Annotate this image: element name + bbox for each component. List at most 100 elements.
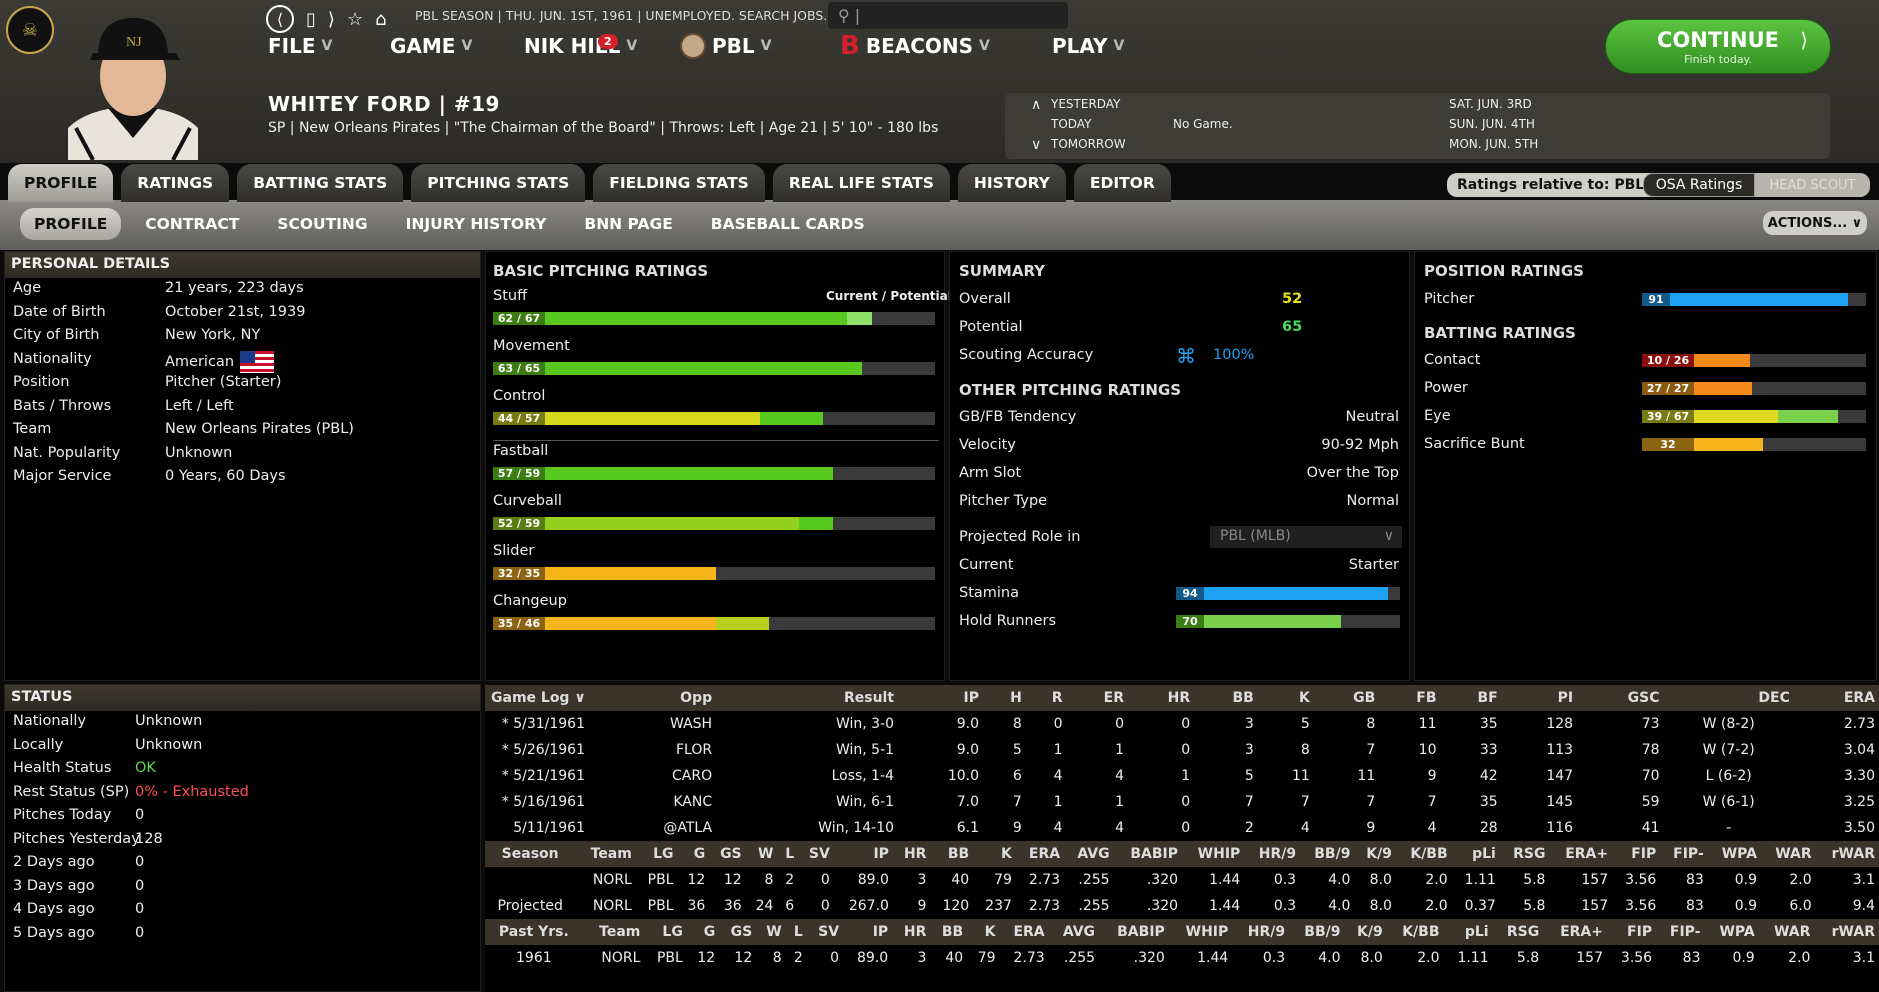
column-header[interactable]: GB: [1313, 685, 1380, 711]
column-header[interactable]: H: [983, 685, 1026, 711]
schedule-today[interactable]: TODAY: [1051, 117, 1092, 131]
column-header[interactable]: ERA+: [1549, 841, 1613, 867]
column-header[interactable]: IP: [843, 919, 893, 945]
column-header[interactable]: L: [785, 919, 807, 945]
table-row[interactable]: 5/11/1961 @ATLA Win, 14-10 6.1 9 4 4 0 2 4 9 4 28 116…: [485, 815, 1879, 841]
column-header[interactable]: WAR: [1760, 841, 1816, 867]
column-header[interactable]: BB/9: [1300, 841, 1355, 867]
table-row[interactable]: * 5/26/1961 FLOR Win, 5-1 9.0 5 1 1 0 3 8 7 10 33 113…: [485, 737, 1879, 763]
column-header[interactable]: WAR: [1758, 919, 1815, 945]
column-header[interactable]: SV: [798, 841, 834, 867]
column-header[interactable]: BABIP: [1099, 919, 1169, 945]
column-header[interactable]: AVG: [1064, 841, 1114, 867]
star-icon[interactable]: ☆: [346, 8, 364, 30]
home-icon[interactable]: ⌂: [375, 8, 387, 30]
column-header[interactable]: LG: [644, 919, 687, 945]
column-header[interactable]: GSC: [1577, 685, 1664, 711]
column-header[interactable]: RSG: [1499, 841, 1550, 867]
column-header[interactable]: FB: [1379, 685, 1441, 711]
column-header[interactable]: BABIP: [1113, 841, 1183, 867]
column-header[interactable]: IP: [898, 685, 984, 711]
column-header[interactable]: WHIP: [1182, 841, 1245, 867]
osa-ratings-button[interactable]: OSA Ratings: [1643, 173, 1755, 197]
column-header[interactable]: K/9: [1344, 919, 1387, 945]
forward-icon[interactable]: ⟩: [327, 8, 335, 30]
column-header[interactable]: HR/9: [1232, 919, 1290, 945]
subtab-profile[interactable]: PROFILE: [20, 208, 122, 240]
column-header[interactable]: HR: [892, 919, 931, 945]
tab-fielding-stats[interactable]: FIELDING STATS: [593, 164, 765, 202]
column-header[interactable]: BB/9: [1289, 919, 1345, 945]
chevron-down-icon[interactable]: ∨: [1031, 137, 1042, 153]
column-header[interactable]: G: [677, 841, 710, 867]
menu-manager[interactable]: NIK HILL V: [524, 34, 638, 58]
column-header[interactable]: G: [686, 919, 720, 945]
column-header[interactable]: FIP-: [1660, 841, 1708, 867]
tab-profile[interactable]: PROFILE: [8, 164, 114, 202]
column-header[interactable]: K/BB: [1395, 841, 1452, 867]
column-header[interactable]: SV: [806, 919, 844, 945]
column-header[interactable]: R: [1025, 685, 1067, 711]
column-header[interactable]: Past Yrs.: [485, 919, 583, 945]
column-header[interactable]: W: [756, 919, 786, 945]
schedule-yesterday[interactable]: YESTERDAY: [1051, 97, 1121, 111]
column-header[interactable]: BB: [1194, 685, 1258, 711]
head-scout-button[interactable]: HEAD SCOUT: [1755, 173, 1870, 197]
column-header[interactable]: DEC: [1663, 685, 1794, 711]
tab-real-life-stats[interactable]: REAL LIFE STATS: [772, 164, 950, 202]
column-header[interactable]: WPA: [1707, 841, 1761, 867]
table-row[interactable]: * 5/16/1961 KANC Win, 6-1 7.0 7 1 1 0 7 7 7 7 35 145 5…: [485, 789, 1879, 815]
column-header[interactable]: WPA: [1704, 919, 1759, 945]
menu-game[interactable]: GAME V: [390, 34, 473, 58]
projected-role-select[interactable]: PBL (MLB) ∨: [1210, 526, 1402, 548]
search-input[interactable]: ⚲ |: [828, 2, 1068, 29]
continue-button[interactable]: CONTINUE Finish today. ⟩: [1605, 19, 1831, 74]
column-header[interactable]: Team: [575, 841, 636, 867]
ratings-relative-select[interactable]: Ratings relative to: PBL ∨: [1447, 173, 1671, 197]
tab-pitching-stats[interactable]: PITCHING STATS: [411, 164, 586, 202]
column-header[interactable]: GS: [719, 919, 757, 945]
column-header[interactable]: K: [973, 841, 1016, 867]
column-header[interactable]: pLi: [1443, 919, 1493, 945]
column-header[interactable]: ERA: [1793, 685, 1879, 711]
column-header[interactable]: FIP: [1607, 919, 1657, 945]
table-row[interactable]: * 5/21/1961 CARO Loss, 1-4 10.0 6 4 4 1 5 11 11 9 42…: [485, 763, 1879, 789]
column-header[interactable]: WHIP: [1168, 919, 1233, 945]
column-header[interactable]: HR: [1128, 685, 1195, 711]
column-header[interactable]: BF: [1440, 685, 1502, 711]
column-header[interactable]: ERA: [999, 919, 1049, 945]
column-header[interactable]: ERA: [1015, 841, 1065, 867]
column-header[interactable]: HR/9: [1244, 841, 1301, 867]
column-header[interactable]: K: [1257, 685, 1314, 711]
tab-batting-stats[interactable]: BATTING STATS: [237, 164, 404, 202]
column-header[interactable]: Season: [485, 841, 576, 867]
subtab-contract[interactable]: CONTRACT: [145, 215, 240, 233]
table-row[interactable]: 1961 NORL PBL 12 12 8 2 0 89.0 3 40 79 2.73 .255 .320 1…: [485, 945, 1879, 971]
column-header[interactable]: BB: [930, 919, 968, 945]
column-header[interactable]: BB: [930, 841, 974, 867]
column-header[interactable]: PI: [1501, 685, 1578, 711]
subtab-injury-history[interactable]: INJURY HISTORY: [405, 215, 547, 233]
column-header[interactable]: ER: [1066, 685, 1128, 711]
tab-editor[interactable]: EDITOR: [1073, 164, 1171, 202]
actions-menu-button[interactable]: ACTIONS... ∨: [1763, 211, 1867, 235]
column-header[interactable]: pLi: [1451, 841, 1500, 867]
column-header[interactable]: L: [777, 841, 799, 867]
column-header[interactable]: K: [967, 919, 1000, 945]
column-header[interactable]: K/BB: [1386, 919, 1444, 945]
column-header[interactable]: Result: [716, 685, 899, 711]
column-header[interactable]: GS: [709, 841, 746, 867]
column-header[interactable]: RSG: [1492, 919, 1544, 945]
column-header[interactable]: rWAR: [1815, 841, 1879, 867]
subtab-scouting[interactable]: SCOUTING: [277, 215, 368, 233]
menu-file[interactable]: FILE V: [268, 34, 333, 58]
menu-team[interactable]: B BEACONS V: [840, 31, 990, 61]
column-header[interactable]: IP: [833, 841, 893, 867]
game-logo[interactable]: ☠: [6, 6, 54, 54]
column-header[interactable]: FIP: [1612, 841, 1661, 867]
menu-league[interactable]: PBL V: [680, 33, 772, 59]
menu-play[interactable]: PLAY V: [1052, 34, 1125, 58]
column-header[interactable]: FIP-: [1656, 919, 1705, 945]
column-header[interactable]: Team: [582, 919, 645, 945]
game-log-select[interactable]: Game Log ∨: [485, 685, 593, 711]
